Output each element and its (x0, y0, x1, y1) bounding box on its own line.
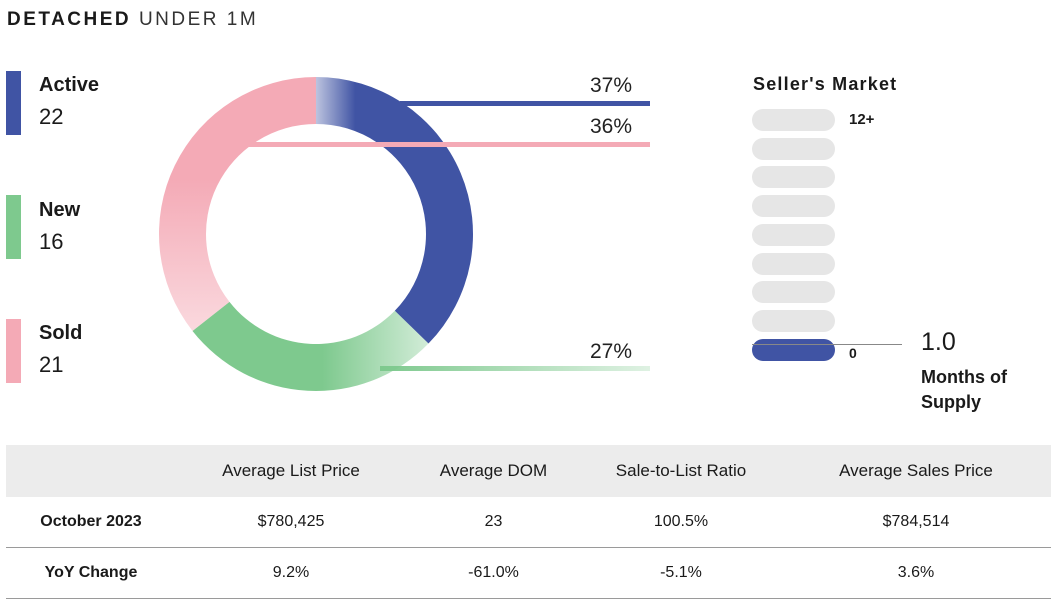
months-supply-value: 1.0 (921, 328, 956, 356)
donut-chart (158, 77, 650, 392)
gauge-level-pill (752, 109, 835, 131)
table-cell: -61.0% (468, 564, 519, 581)
gauge-level-pill (752, 223, 835, 246)
table-cell: 100.5% (653, 513, 709, 530)
gauge-level-pill (752, 281, 835, 304)
pct-label-new: 27% (589, 340, 632, 363)
table-row: YoY Change 9.2% -61.0% -5.1% 3.6% (6, 548, 1051, 599)
title-light: UNDER 1M (138, 9, 259, 30)
legend-swatch-active (6, 71, 21, 135)
legend-label-new: New (39, 199, 81, 221)
months-supply-label: Months of Supply (921, 367, 1007, 412)
donut-slice-sold (158, 77, 316, 331)
legend-swatch-new (6, 195, 21, 259)
gauge-top-label: 12+ (849, 111, 875, 128)
table-cell: 23 (484, 513, 503, 530)
header-cell: Sale-to-List Ratio (615, 461, 747, 480)
gauge-level-pill (752, 309, 835, 332)
gauge-level-pill (752, 137, 835, 160)
table-cell: 9.2% (272, 564, 310, 581)
gauge-level-pill (752, 195, 835, 218)
header-cell: Average List Price (222, 461, 360, 480)
leader-line-active (400, 101, 650, 106)
legend-value-sold: 21 (39, 352, 64, 377)
pct-label-sold: 36% (589, 115, 632, 138)
pct-label-active: 37% (589, 74, 632, 97)
header-cell: Average Sales Price (839, 461, 993, 480)
title-bold: DETACHED (7, 9, 132, 30)
legend-label-active: Active (39, 74, 100, 96)
gauge-level-pill (752, 252, 835, 275)
page-title: DETACHED UNDER 1M (7, 9, 258, 31)
row-label: YoY Change (44, 564, 138, 581)
legend-value-new: 16 (39, 229, 64, 254)
legend-swatch-sold (6, 319, 21, 383)
sellers-market-title: Seller's Market (753, 74, 898, 94)
donut-slice-active (316, 77, 474, 344)
gauge-level-pill (752, 338, 835, 361)
table-cell: $780,425 (257, 513, 325, 530)
row-label: October 2023 (40, 513, 142, 530)
table-row: October 2023 $780,425 23 100.5% $784,514 (6, 497, 1051, 548)
donut-slice-new (192, 301, 429, 392)
table-header: Average List Price Average DOM Sale-to-L… (6, 445, 1051, 497)
gauge-zero-label: 0 (849, 345, 857, 361)
header-cell: Average DOM (439, 461, 548, 480)
stats-table: Average List Price Average DOM Sale-to-L… (6, 445, 1051, 599)
legend-value-active: 22 (39, 104, 64, 129)
leader-line-new (380, 366, 650, 371)
gauge-pointer-line (752, 344, 902, 345)
table-cell: -5.1% (660, 564, 702, 581)
table-cell: 3.6% (897, 564, 935, 581)
legend-label-sold: Sold (39, 322, 83, 344)
leader-line-sold (240, 142, 650, 147)
gauge-level-pill (752, 166, 835, 189)
table-cell: $784,514 (882, 513, 950, 530)
